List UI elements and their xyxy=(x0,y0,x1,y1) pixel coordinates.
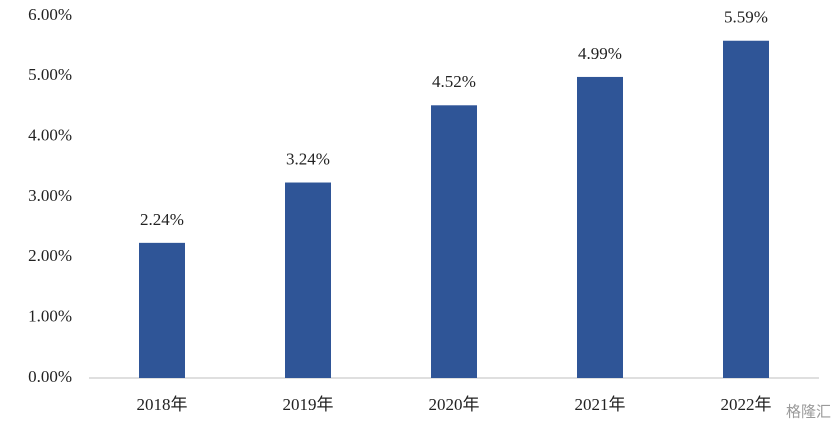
bar xyxy=(577,76,623,378)
y-tick-label: 1.00% xyxy=(28,307,72,326)
y-tick-label: 4.00% xyxy=(28,126,72,145)
bar xyxy=(285,182,331,378)
watermark: 格隆汇 xyxy=(786,403,831,421)
value-label: 4.99% xyxy=(578,44,622,63)
y-tick-label: 5.00% xyxy=(28,65,72,84)
x-tick-label: 2022年 xyxy=(721,395,772,414)
value-label: 2.24% xyxy=(140,210,184,229)
y-tick-label: 6.00% xyxy=(28,5,72,24)
bar xyxy=(139,242,185,378)
x-tick-label: 2021年 xyxy=(575,395,626,414)
bar xyxy=(431,105,477,378)
x-tick-label: 2020年 xyxy=(429,395,480,414)
value-label: 5.59% xyxy=(724,8,768,27)
y-tick-label: 0.00% xyxy=(28,367,72,386)
value-label: 4.52% xyxy=(432,72,476,91)
y-tick-label: 3.00% xyxy=(28,186,72,205)
value-label: 3.24% xyxy=(286,149,330,168)
x-tick-label: 2019年 xyxy=(283,395,334,414)
bar xyxy=(723,40,769,379)
x-tick-label: 2018年 xyxy=(137,395,188,414)
y-tick-label: 2.00% xyxy=(28,246,72,265)
